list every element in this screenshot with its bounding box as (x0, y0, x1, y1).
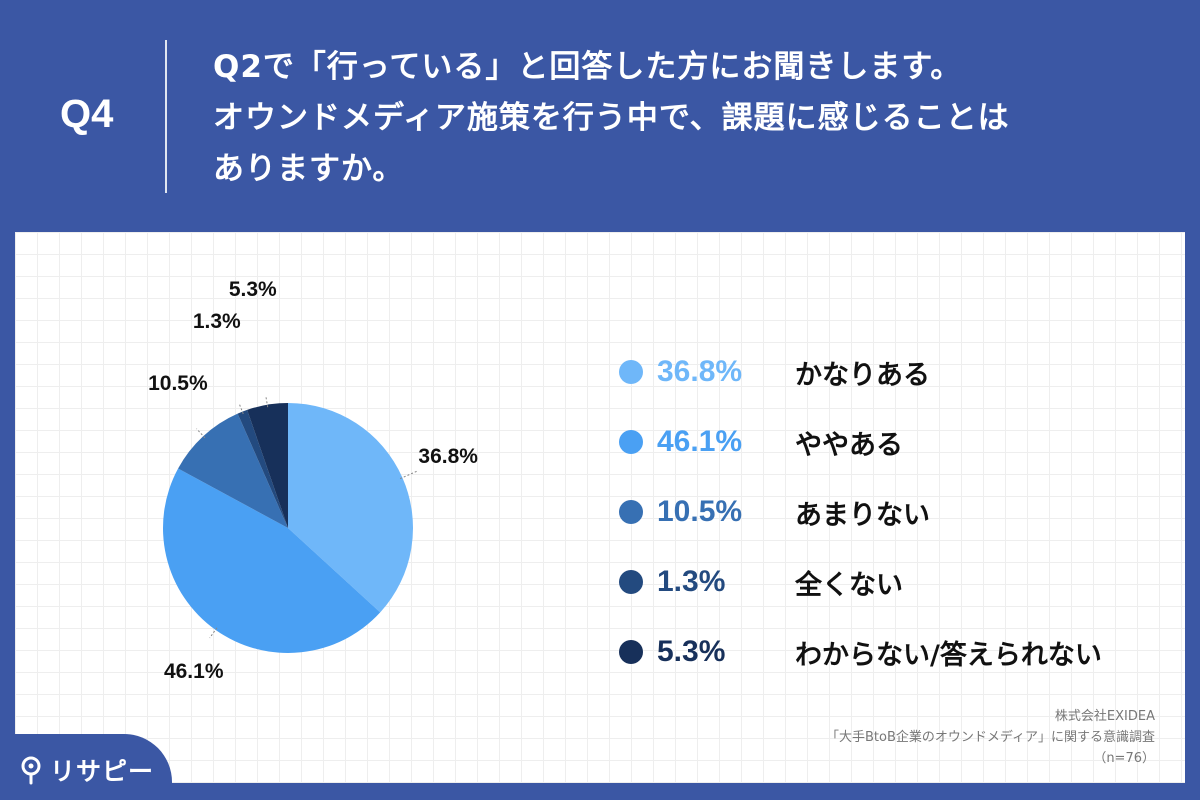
pie-slice (237, 409, 288, 528)
question-line: Q2で「行っている」と回答した方にお聞きします。 (213, 49, 963, 85)
legend-label: わからない/答えられない (795, 639, 1102, 671)
pie-slice (288, 403, 414, 613)
leader-line (239, 404, 244, 415)
legend-label: かなりある (795, 359, 930, 391)
legend-item: 46.1% ややある (619, 407, 1159, 477)
legend-value: 5.3% (657, 635, 726, 668)
source-sample: （n=76） (1093, 751, 1155, 766)
question-number: Q4 (60, 92, 114, 136)
leader-line (209, 627, 218, 639)
header: Q4 Q2で「行っている」と回答した方にお聞きします。 オウンドメディア施策を行… (0, 0, 1200, 232)
legend-value: 10.5% (657, 495, 743, 528)
legend-item: 36.8% かなりある (619, 337, 1159, 407)
header-divider (165, 40, 167, 193)
leader-line (196, 428, 206, 439)
legend-item: 5.3% わからない/答えられない (619, 617, 1159, 687)
question-line: オウンドメディア施策を行う中で、課題に感じることは (213, 100, 1010, 136)
brand-logo: リサピー (20, 752, 154, 788)
slice-label: 36.8% (418, 445, 478, 468)
legend-dot (619, 500, 643, 524)
leader-line (265, 397, 269, 408)
pie-slice (247, 403, 288, 528)
legend-value: 36.8% (657, 355, 743, 388)
source-survey: 「大手BtoB企業のオウンドメディア」に関する意識調査 (826, 730, 1155, 745)
leader-line (399, 470, 419, 480)
brand-name: リサピー (50, 757, 155, 786)
legend-value: 46.1% (657, 425, 743, 458)
legend-item: 1.3% 全くない (619, 547, 1159, 617)
legend-item: 10.5% あまりない (619, 477, 1159, 547)
legend-label: ややある (795, 429, 903, 461)
slice-label: 46.1% (164, 660, 224, 683)
pie-chart: 36.8% 46.1% 10.5% 1.3% 5.3% (148, 278, 478, 683)
legend-dot (619, 430, 643, 454)
question-line: ありますか。 (213, 151, 405, 187)
legend: 36.8% かなりある 46.1% ややある 10.5% あまりない 1.3% … (619, 337, 1159, 687)
brand-tab (0, 734, 172, 800)
source-company: 株式会社EXIDEA (1054, 709, 1155, 724)
source-note: 株式会社EXIDEA 「大手BtoB企業のオウンドメディア」に関する意識調査 （… (826, 706, 1155, 769)
slice-label: 5.3% (229, 278, 277, 301)
legend-value: 1.3% (657, 565, 726, 598)
pie-slice (178, 413, 288, 528)
legend-dot (619, 640, 643, 664)
legend-label: あまりない (795, 499, 930, 531)
slice-label: 10.5% (148, 372, 208, 395)
pin-icon (21, 756, 41, 785)
chart-panel: 36.8% 46.1% 10.5% 1.3% 5.3% 36.8% かなりある 46.1… (15, 232, 1185, 783)
legend-dot (619, 360, 643, 384)
legend-dot (619, 570, 643, 594)
pie-slice (163, 468, 381, 653)
question-text: Q2で「行っている」と回答した方にお聞きします。 オウンドメディア施策を行う中で… (213, 42, 1173, 195)
slice-label: 1.3% (193, 310, 241, 333)
legend-label: 全くない (795, 569, 903, 601)
